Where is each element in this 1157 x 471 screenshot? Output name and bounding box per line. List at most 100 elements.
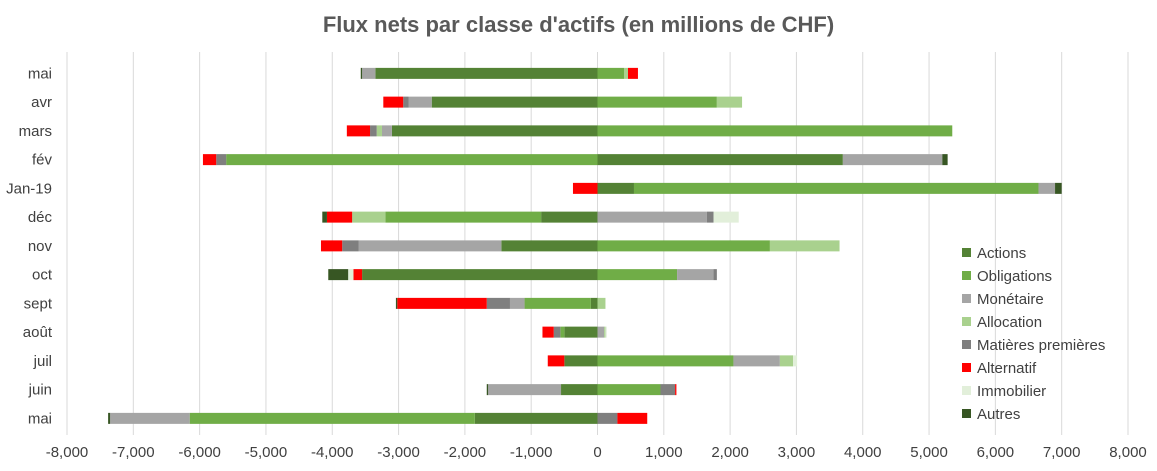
- bar-segment: [605, 326, 607, 338]
- x-tick-label: 4,000: [844, 444, 882, 461]
- x-tick-label: 0: [593, 444, 601, 461]
- bar-segment: [769, 240, 840, 252]
- category-label: Jan-19: [6, 180, 52, 197]
- legend-swatch: [962, 409, 971, 418]
- bar-segment: [716, 96, 743, 108]
- bar-segment: [403, 96, 409, 108]
- bar-segment: [553, 326, 561, 338]
- bar-segment: [561, 384, 598, 396]
- bar-segment: [604, 326, 606, 338]
- bar-segment: [597, 240, 770, 252]
- category-label: fév: [32, 152, 53, 169]
- bar-segment: [1055, 182, 1062, 194]
- x-tick-label: -7,000: [112, 444, 155, 461]
- bar-segment: [541, 211, 598, 223]
- legend-label: Immobilier: [977, 383, 1046, 400]
- legend-swatch: [962, 386, 971, 395]
- legend-swatch: [962, 248, 971, 257]
- bar-segment: [628, 67, 638, 79]
- legend-label: Monétaire: [977, 291, 1044, 308]
- bar-segment: [564, 355, 598, 367]
- bar-segment: [108, 412, 111, 424]
- category-label: mai: [28, 410, 52, 427]
- bar-segment: [597, 412, 618, 424]
- bar-segment: [431, 96, 598, 108]
- bar-segment: [793, 355, 798, 367]
- category-label: oct: [32, 267, 53, 284]
- bar-segment: [560, 326, 565, 338]
- bar-segment: [524, 297, 591, 309]
- bar-segment: [624, 67, 629, 79]
- category-label: mars: [19, 123, 52, 140]
- legend-label: Matières premières: [977, 337, 1105, 354]
- bar-segment: [348, 269, 354, 281]
- bar-segment: [353, 269, 363, 281]
- bar-segment: [474, 412, 598, 424]
- x-tick-label: -8,000: [46, 444, 89, 461]
- bar-segment: [360, 67, 363, 79]
- category-label: sept: [24, 295, 53, 312]
- bar-segment: [352, 211, 386, 223]
- bar-segment: [842, 154, 943, 166]
- bar-segment: [370, 125, 377, 137]
- legend-label: Obligations: [977, 268, 1052, 285]
- bar-segment: [362, 269, 598, 281]
- legend-swatch: [962, 317, 971, 326]
- chart-title: Flux nets par classe d'actifs (en millio…: [322, 12, 835, 37]
- legend-label: Alternatif: [977, 360, 1037, 377]
- bar-segment: [346, 125, 371, 137]
- bar-segment: [597, 326, 605, 338]
- x-tick-label: 2,000: [711, 444, 749, 461]
- legend-swatch: [962, 340, 971, 349]
- x-tick-label: -3,000: [377, 444, 420, 461]
- bar-segment: [677, 269, 714, 281]
- bar-segment: [226, 154, 598, 166]
- category-label: nov: [28, 238, 53, 255]
- bar-segment: [942, 154, 948, 166]
- bar-segment: [362, 67, 376, 79]
- bar-segment: [617, 412, 648, 424]
- x-tick-label: 5,000: [910, 444, 948, 461]
- category-label: mai: [28, 65, 52, 82]
- bar-segment: [706, 211, 714, 223]
- bar-segment: [110, 412, 190, 424]
- bar-segment: [597, 384, 661, 396]
- bar-segment: [542, 326, 554, 338]
- legend-swatch: [962, 363, 971, 372]
- bar-segment: [202, 154, 217, 166]
- bar-segment: [733, 355, 780, 367]
- bar-segment: [597, 297, 606, 309]
- bar-segment: [597, 211, 707, 223]
- x-tick-label: -6,000: [178, 444, 221, 461]
- bar-segment: [391, 125, 598, 137]
- legend-swatch: [962, 271, 971, 280]
- bar-segment: [385, 211, 542, 223]
- x-tick-label: -4,000: [311, 444, 354, 461]
- x-tick-label: 6,000: [977, 444, 1015, 461]
- legend-swatch: [962, 294, 971, 303]
- category-label: avr: [31, 94, 52, 111]
- bar-segment: [383, 96, 404, 108]
- bar-segment: [509, 297, 525, 309]
- bar-segment: [597, 182, 634, 194]
- bar-segment: [597, 67, 625, 79]
- bar-segment: [408, 96, 432, 108]
- bar-segment: [564, 326, 598, 338]
- bars: [108, 67, 1062, 424]
- bar-segment: [597, 125, 953, 137]
- x-tick-label: -1,000: [510, 444, 553, 461]
- x-tick-label: 1,000: [645, 444, 683, 461]
- bar-segment: [381, 125, 392, 137]
- category-label: août: [23, 324, 53, 341]
- bar-segment: [660, 384, 676, 396]
- category-label: déc: [28, 209, 53, 226]
- bar-segment: [397, 297, 487, 309]
- bar-segment: [590, 297, 598, 309]
- bar-segment: [501, 240, 598, 252]
- legend-label: Actions: [977, 245, 1026, 262]
- bar-segment: [488, 384, 562, 396]
- bar-segment: [1038, 182, 1056, 194]
- category-label: juil: [33, 353, 52, 370]
- bar-segment: [395, 297, 398, 309]
